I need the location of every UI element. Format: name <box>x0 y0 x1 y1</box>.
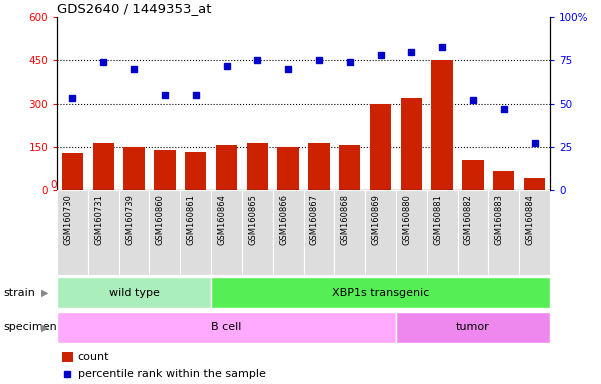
Bar <box>400 98 422 190</box>
Bar <box>365 190 396 275</box>
Bar <box>339 145 361 190</box>
Bar <box>88 190 119 275</box>
Text: strain: strain <box>3 288 35 298</box>
Bar <box>150 190 180 275</box>
Bar <box>154 150 175 190</box>
Text: 0: 0 <box>50 179 57 190</box>
Text: ▶: ▶ <box>41 322 48 333</box>
Bar <box>180 190 211 275</box>
Text: XBP1s transgenic: XBP1s transgenic <box>332 288 429 298</box>
Bar <box>93 142 114 190</box>
Bar <box>427 190 457 275</box>
Bar <box>334 190 365 275</box>
Text: GSM160884: GSM160884 <box>525 194 534 245</box>
Bar <box>396 312 550 343</box>
Text: tumor: tumor <box>456 322 490 333</box>
Bar <box>246 143 268 190</box>
Text: GSM160880: GSM160880 <box>402 194 411 245</box>
Text: B cell: B cell <box>212 322 242 333</box>
Bar <box>57 277 211 308</box>
Bar <box>519 190 550 275</box>
Text: GSM160866: GSM160866 <box>279 194 288 245</box>
Bar <box>62 152 84 190</box>
Bar <box>211 277 550 308</box>
Text: GSM160739: GSM160739 <box>125 194 134 245</box>
Bar <box>216 146 237 190</box>
Bar <box>57 312 396 343</box>
Bar <box>432 61 453 190</box>
Text: wild type: wild type <box>109 288 159 298</box>
Text: GSM160881: GSM160881 <box>433 194 442 245</box>
Bar <box>57 190 88 275</box>
Bar <box>123 147 145 190</box>
Bar <box>493 171 514 190</box>
Bar <box>242 190 273 275</box>
Text: GSM160730: GSM160730 <box>64 194 73 245</box>
Text: GSM160731: GSM160731 <box>94 194 103 245</box>
Text: GSM160864: GSM160864 <box>218 194 227 245</box>
Text: specimen: specimen <box>3 322 56 333</box>
Text: GSM160868: GSM160868 <box>341 194 350 245</box>
Bar <box>489 190 519 275</box>
Bar <box>211 190 242 275</box>
Bar <box>62 352 73 362</box>
Bar <box>457 190 489 275</box>
Text: GSM160882: GSM160882 <box>464 194 473 245</box>
Text: GDS2640 / 1449353_at: GDS2640 / 1449353_at <box>57 2 212 15</box>
Text: percentile rank within the sample: percentile rank within the sample <box>78 369 266 379</box>
Bar <box>308 144 330 190</box>
Text: GSM160865: GSM160865 <box>248 194 257 245</box>
Text: ▶: ▶ <box>41 288 48 298</box>
Bar <box>462 160 484 190</box>
Bar <box>523 178 545 190</box>
Text: GSM160860: GSM160860 <box>156 194 165 245</box>
Text: GSM160869: GSM160869 <box>371 194 380 245</box>
Bar <box>396 190 427 275</box>
Text: GSM160861: GSM160861 <box>187 194 196 245</box>
Bar <box>273 190 304 275</box>
Bar <box>119 190 150 275</box>
Bar <box>370 104 391 190</box>
Text: count: count <box>78 352 109 362</box>
Bar <box>304 190 334 275</box>
Text: GSM160867: GSM160867 <box>310 194 319 245</box>
Bar <box>185 152 207 190</box>
Bar <box>277 147 299 190</box>
Text: GSM160883: GSM160883 <box>495 194 504 245</box>
